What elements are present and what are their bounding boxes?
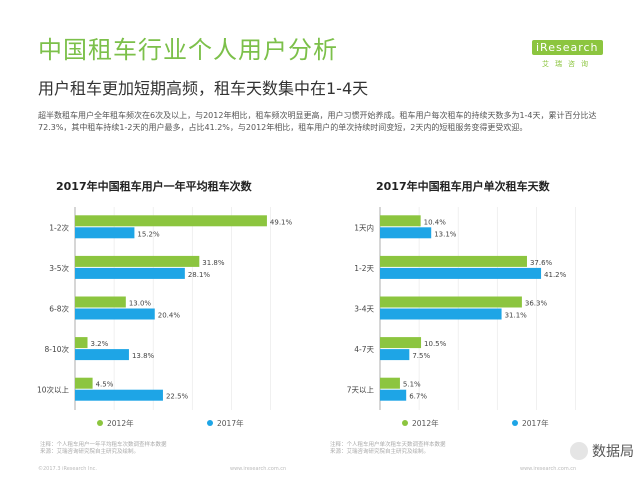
value-label: 7.5%: [412, 352, 430, 360]
category-label: 4-7天: [354, 345, 374, 354]
value-label: 6.7%: [409, 393, 427, 401]
bar-2012: [75, 255, 200, 267]
legend-marker: [207, 420, 213, 426]
page-title: 中国租车行业个人用户分析: [38, 36, 338, 64]
value-label: 5.1%: [403, 381, 421, 389]
chart1-svg: 1-2次 49.1% 15.2% 3-5次 31.8% 28.1% 6-8次 13.0% 20.…: [37, 207, 293, 428]
footer-url-1: www.iresearch.com.cn: [230, 466, 287, 472]
value-label: 20.4%: [158, 312, 181, 320]
category-label: 1-2次: [49, 222, 69, 232]
iresearch-logo: iResearch 艾瑞咨询: [532, 36, 612, 70]
bar-2012: [75, 377, 93, 389]
value-label: 13.0%: [129, 300, 152, 308]
bar-2012: [380, 215, 421, 227]
value-label: 37.6%: [530, 259, 553, 267]
value-label: 22.5%: [166, 393, 189, 401]
category-label: 1-2天: [354, 264, 374, 273]
bar-2017: [380, 389, 407, 401]
bar-2012: [75, 337, 88, 349]
chart1-source: 注释：个人租车用户一年平均租车次数调查样本数据 来源：艾瑞咨询研究院自主研究及绘…: [40, 442, 167, 455]
footer-copyright: ©2017.3 iResearch Inc.: [38, 466, 97, 472]
value-label: 15.2%: [137, 230, 160, 238]
bar-2017: [75, 389, 163, 401]
category-label: 8-10次: [44, 344, 69, 354]
logo-subtext: 艾瑞咨询: [542, 60, 594, 68]
bar-2012: [380, 296, 522, 308]
bar-2017: [75, 308, 155, 320]
chart2-svg: 1天内 10.4% 13.1% 1-2天 37.6% 41.2% 3-4天 36.3% 31.1…: [347, 207, 576, 428]
bar-2012: [380, 255, 527, 267]
category-label: 7天以上: [347, 386, 375, 395]
footer-url-2: www.iresearch.com.cn: [520, 466, 577, 472]
logo-text: iResearch: [532, 40, 603, 55]
value-label: 41.2%: [544, 271, 567, 279]
chart2-title: 2017年中国租车用户单次租车天数: [376, 180, 550, 193]
legend-label: 2012年: [412, 418, 439, 428]
legend-marker: [97, 420, 103, 426]
value-label: 13.8%: [132, 352, 155, 360]
legend-label: 2017年: [522, 418, 549, 428]
value-label: 31.8%: [202, 259, 225, 267]
bar-2012: [380, 337, 422, 349]
legend-label: 2017年: [217, 418, 244, 428]
bar-2017: [380, 267, 542, 279]
wechat-icon: [570, 442, 588, 460]
bar-2017: [75, 349, 129, 361]
bar-2012: [380, 377, 400, 389]
bar-2017: [380, 308, 502, 320]
bar-2012: [75, 215, 267, 227]
value-label: 3.2%: [91, 340, 109, 348]
watermark-text: 数据局: [592, 444, 634, 460]
category-label: 1天内: [354, 222, 374, 232]
category-label: 3-4天: [354, 305, 374, 314]
value-label: 28.1%: [188, 271, 211, 279]
bar-2012: [75, 296, 126, 308]
bar-2017: [380, 349, 410, 361]
value-label: 31.1%: [505, 312, 528, 320]
category-label: 3-5次: [49, 263, 69, 273]
value-label: 13.1%: [434, 230, 457, 238]
watermark: 数据局: [570, 441, 634, 461]
value-label: 36.3%: [525, 300, 548, 308]
legend-marker: [512, 420, 518, 426]
page-subtitle: 用户租车更加短期高频，租车天数集中在1-4天: [38, 79, 369, 98]
chart2-source: 注释：个人租车用户单次租车天数调查样本数据 来源：艾瑞咨询研究院自主研究及绘制。: [330, 442, 446, 455]
value-label: 49.1%: [270, 218, 293, 226]
legend-label: 2012年: [107, 418, 134, 428]
bar-2017: [75, 227, 135, 239]
chart1-title: 2017年中国租车用户一年平均租车次数: [56, 180, 252, 193]
value-label: 10.4%: [424, 218, 447, 226]
category-label: 10次以上: [37, 385, 70, 395]
value-label: 4.5%: [96, 381, 114, 389]
value-label: 10.5%: [424, 340, 447, 348]
page-description: 超半数租车用户全年租车频次在6次及以上，与2012年相比，租车频次明显更高，用户…: [38, 111, 597, 132]
bar-2017: [75, 267, 185, 279]
category-label: 6-8次: [49, 304, 69, 314]
legend-marker: [402, 420, 408, 426]
bar-2017: [380, 227, 432, 239]
